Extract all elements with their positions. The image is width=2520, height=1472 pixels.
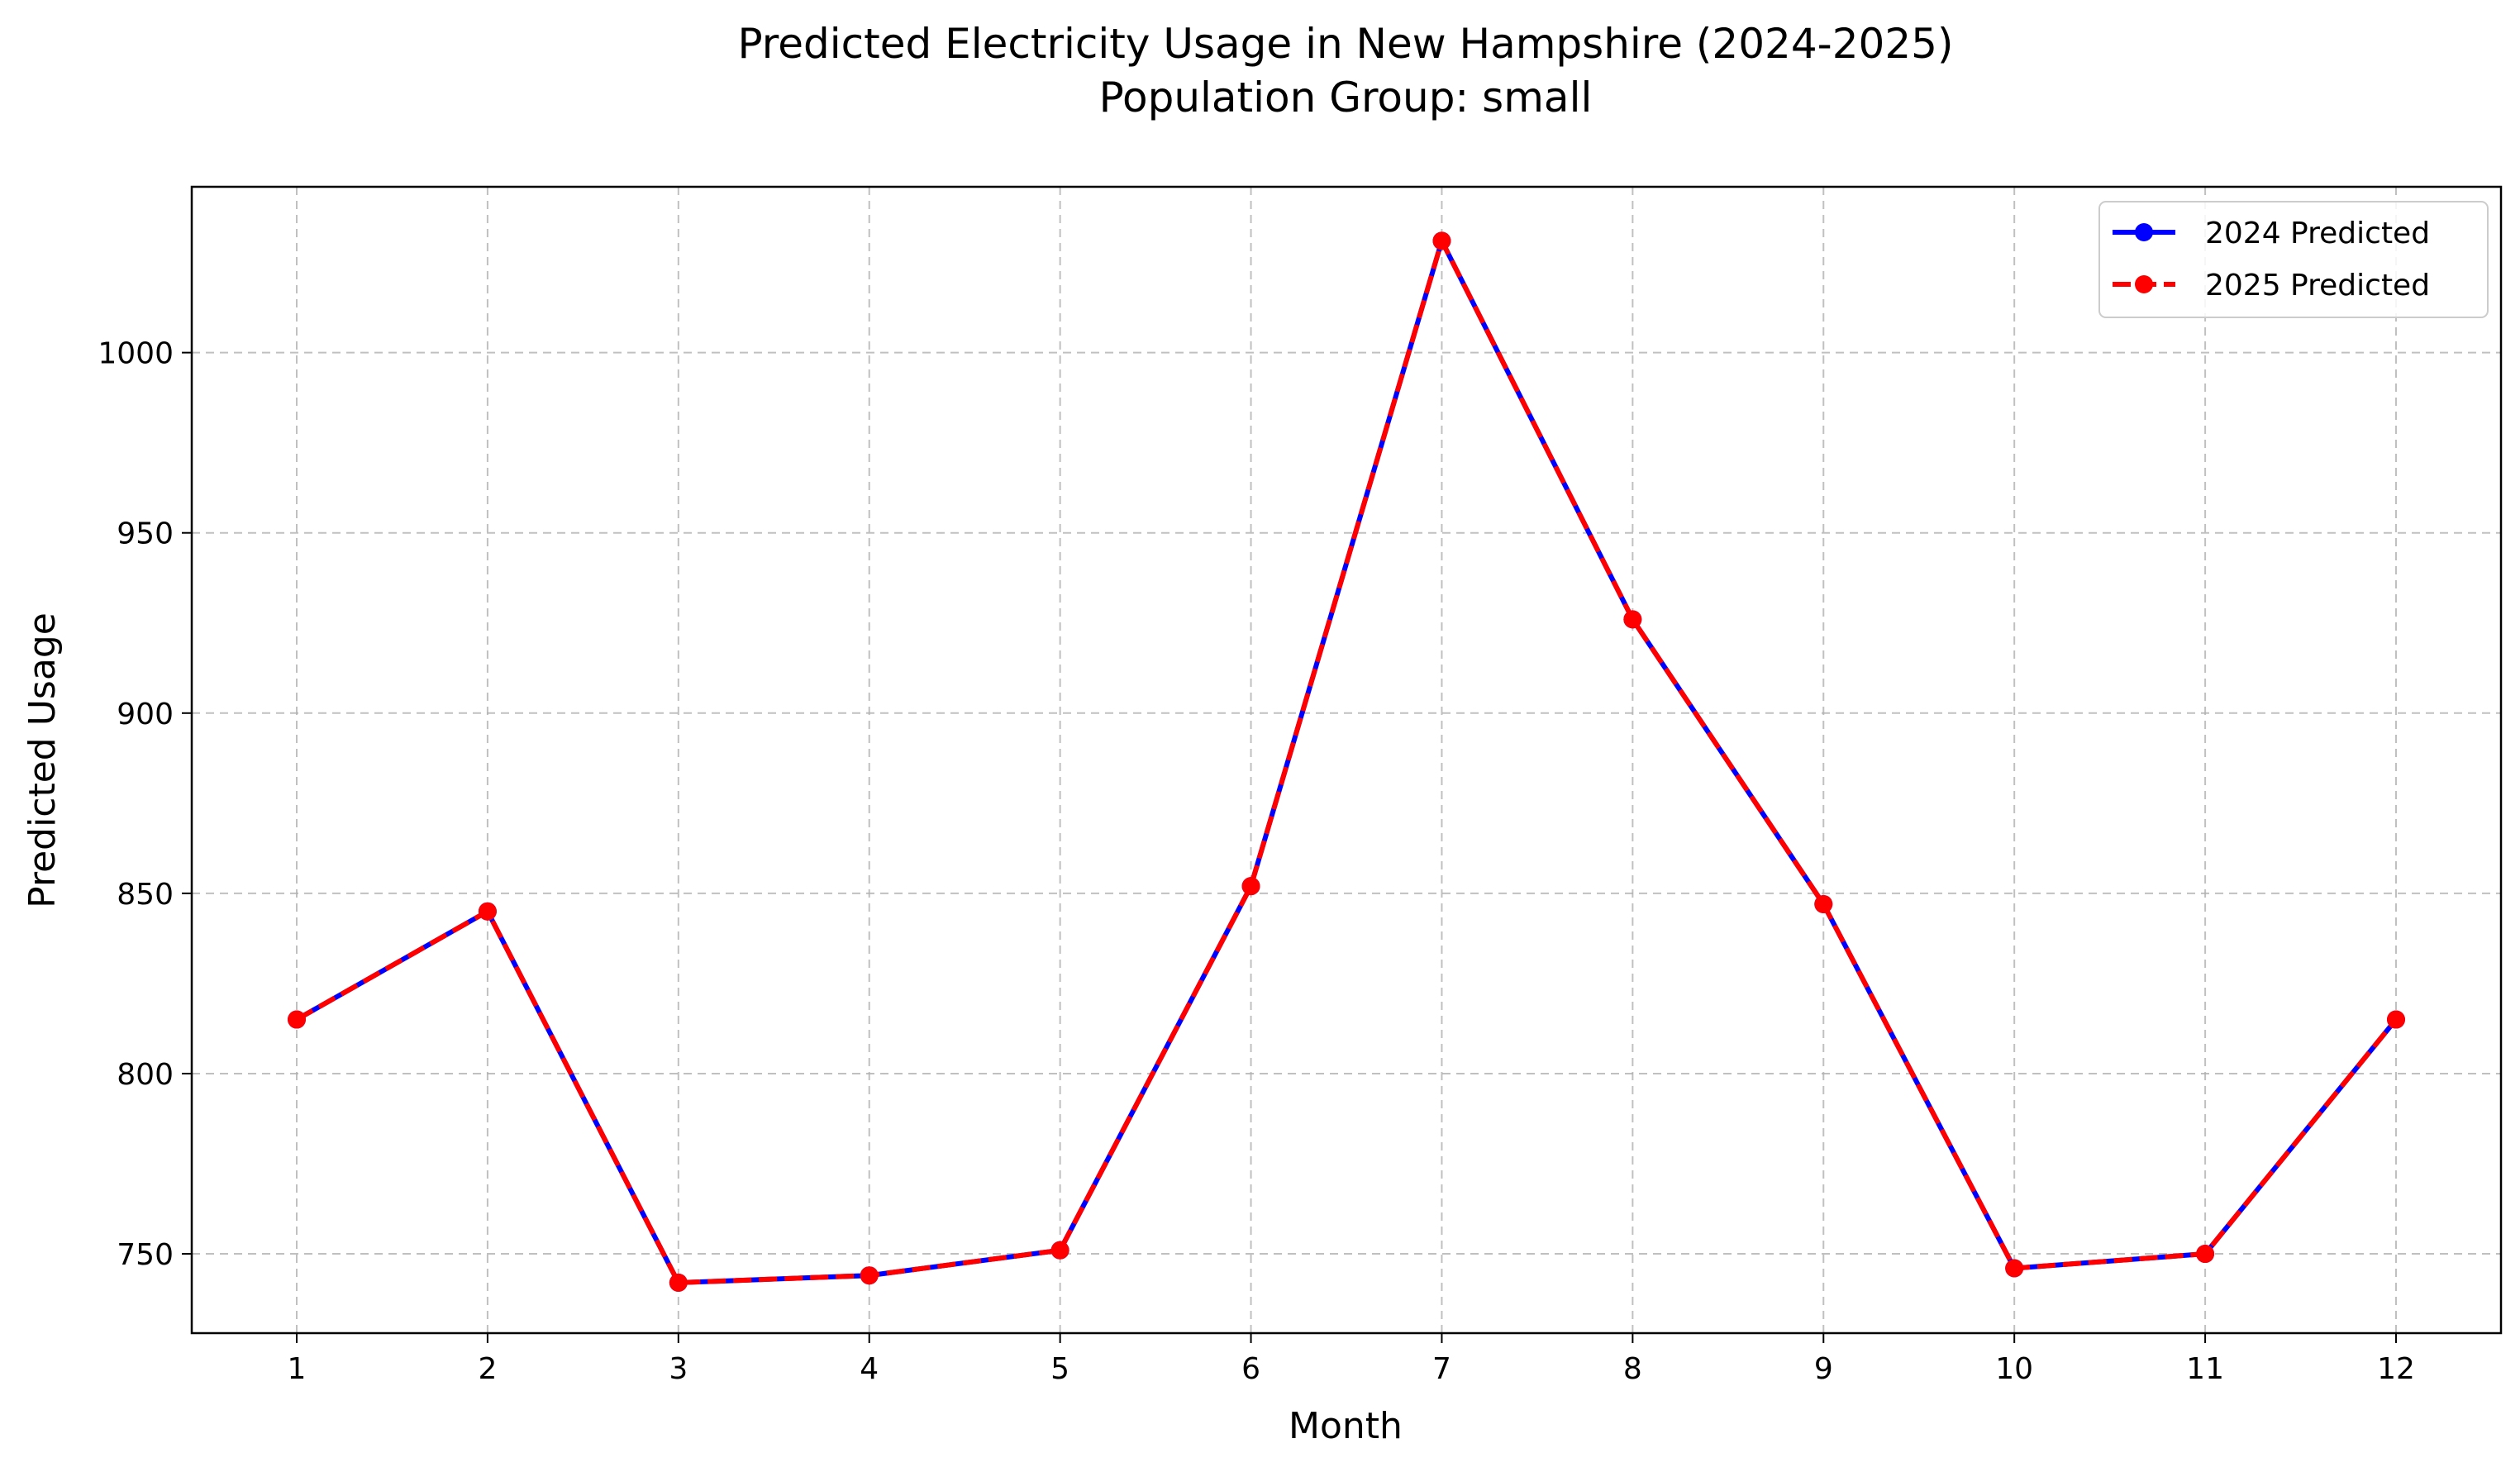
series-lines <box>288 231 2405 1292</box>
legend-swatch-marker <box>2135 275 2153 293</box>
x-tick-label: 1 <box>288 1352 307 1386</box>
legend-swatch-marker <box>2135 223 2153 241</box>
data-point <box>860 1266 879 1285</box>
legend-item: 2024 Predicted <box>2113 217 2430 250</box>
y-tick-label: 750 <box>117 1238 174 1272</box>
chart-title: Predicted Electricity Usage in New Hamps… <box>738 20 1954 68</box>
data-point <box>478 902 497 921</box>
x-tick-label: 12 <box>2377 1352 2415 1386</box>
y-tick-label: 800 <box>117 1058 174 1092</box>
series-2025-predicted <box>288 231 2405 1292</box>
x-tick-label: 9 <box>1814 1352 1833 1386</box>
x-tick-label: 3 <box>669 1352 688 1386</box>
x-tick-label: 5 <box>1050 1352 1069 1386</box>
grid-lines <box>192 187 2501 1333</box>
y-axis-ticks: 750 800 850 900 950 1000 <box>98 337 192 1272</box>
data-point <box>1050 1241 1069 1260</box>
x-tick-label: 7 <box>1432 1352 1451 1386</box>
data-point <box>2005 1259 2024 1278</box>
data-point <box>1432 231 1451 250</box>
plot-area-frame <box>190 185 2503 1335</box>
legend-item: 2025 Predicted <box>2113 269 2430 302</box>
chart-subtitle: Population Group: small <box>1099 74 1593 121</box>
y-tick-label: 1000 <box>98 337 174 371</box>
x-axis-ticks: 1 2 3 4 5 6 7 8 9 10 11 12 <box>288 1333 2415 1386</box>
data-point <box>1241 877 1260 896</box>
x-tick-label: 10 <box>1995 1352 2033 1386</box>
x-tick-label: 4 <box>860 1352 879 1386</box>
x-axis-label: Month <box>1289 1405 1403 1447</box>
data-point <box>1814 894 1833 913</box>
x-tick-label: 8 <box>1623 1352 1642 1386</box>
data-point <box>288 1010 306 1029</box>
data-point <box>2387 1010 2405 1029</box>
legend-label: 2024 Predicted <box>2205 217 2430 250</box>
y-tick-label: 900 <box>117 698 174 731</box>
x-tick-label: 11 <box>2186 1352 2224 1386</box>
legend-label: 2025 Predicted <box>2205 269 2430 302</box>
x-tick-label: 6 <box>1241 1352 1260 1386</box>
data-point <box>1623 610 1642 629</box>
y-tick-label: 950 <box>117 517 174 551</box>
legend: 2024 Predicted 2025 Predicted <box>2098 201 2489 318</box>
legend-box <box>2098 201 2489 318</box>
y-axis-label: Predicted Usage <box>21 612 64 908</box>
data-point <box>669 1273 688 1292</box>
x-tick-label: 2 <box>478 1352 497 1386</box>
y-tick-label: 850 <box>117 878 174 912</box>
series-line <box>295 238 2399 1285</box>
data-point <box>2196 1245 2215 1264</box>
